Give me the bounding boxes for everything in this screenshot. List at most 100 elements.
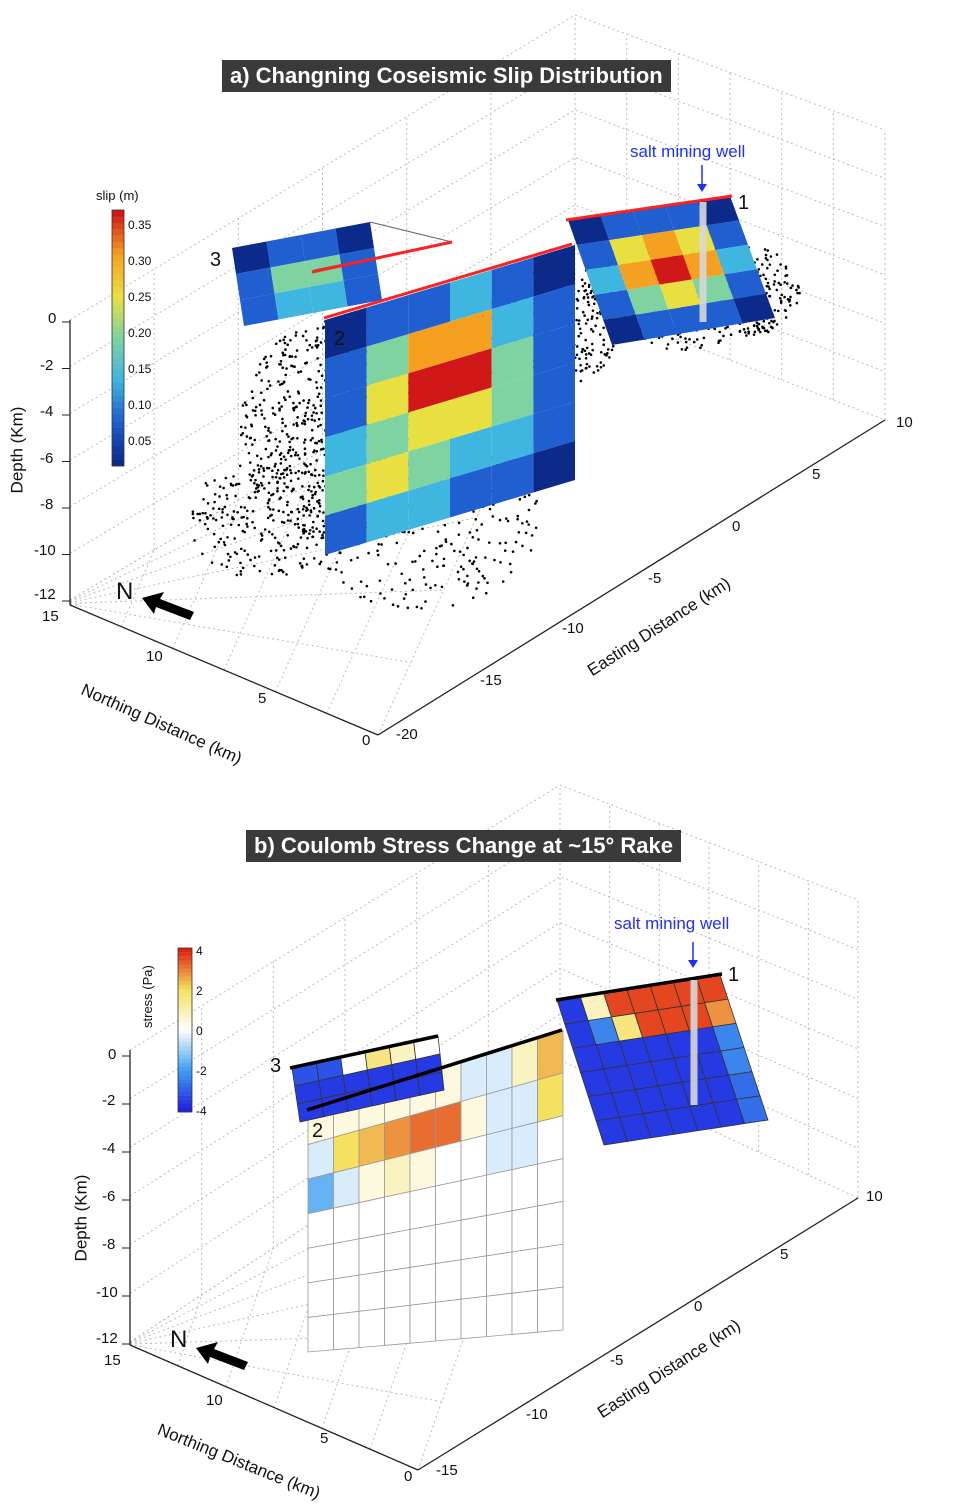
- earthquake-dot: [442, 557, 446, 561]
- panel-b-fault-3-label: 3: [270, 1055, 282, 1077]
- earthquake-dot: [421, 527, 424, 531]
- earthquake-dot: [296, 522, 300, 526]
- earthquake-dot: [527, 508, 531, 512]
- colorbar-segment: [112, 318, 124, 326]
- earthquake-dot: [666, 343, 670, 346]
- earthquake-dot: [257, 555, 261, 558]
- earthquake-dot: [320, 438, 323, 442]
- earthquake-dot: [277, 558, 281, 561]
- earthquake-dot: [763, 248, 767, 251]
- earthquake-dot: [192, 516, 195, 520]
- panel-a-easting-tick: 10: [896, 414, 913, 431]
- panel-a-depth-tick: -6: [40, 450, 54, 467]
- earthquake-dot: [298, 562, 302, 565]
- earthquake-dot: [466, 546, 469, 550]
- earthquake-dot: [295, 546, 298, 549]
- stress-patch: [307, 1313, 334, 1353]
- earthquake-dot: [278, 568, 281, 572]
- earthquake-dot: [484, 556, 487, 559]
- earthquake-dot: [258, 371, 261, 374]
- earthquake-dot: [254, 414, 257, 417]
- earthquake-dot: [279, 457, 283, 461]
- earthquake-dot: [301, 485, 304, 488]
- easting-axis-line: [417, 1197, 859, 1471]
- fault-1-trace: [565, 194, 733, 222]
- stress-patch: [537, 1115, 564, 1165]
- earthquake-dot: [256, 464, 260, 467]
- earthquake-dot: [280, 568, 283, 572]
- panel-b-colorbar-tick: -4: [196, 1104, 207, 1118]
- slip-patch: [632, 205, 675, 236]
- earthquake-dot: [411, 588, 415, 592]
- earthquake-dot: [319, 341, 323, 344]
- earthquake-dot: [316, 481, 319, 485]
- earthquake-dot: [305, 361, 309, 364]
- earthquake-dot: [315, 380, 318, 384]
- panel-b-well-label: salt mining well: [614, 914, 730, 933]
- earthquake-dot: [606, 348, 610, 351]
- north-arrow-icon: [196, 1342, 248, 1370]
- panel-b-easting-tick: 5: [780, 1246, 789, 1263]
- grid-line: [129, 967, 859, 1246]
- earthquake-dot: [768, 287, 771, 291]
- earthquake-dot: [251, 396, 255, 400]
- earthquake-dot: [269, 549, 273, 553]
- earthquake-dot: [753, 330, 757, 334]
- slip-patch: [301, 228, 340, 261]
- earthquake-dot: [798, 291, 801, 295]
- earthquake-dot: [307, 401, 310, 405]
- earthquake-dot: [369, 599, 373, 603]
- colorbar-segment: [178, 972, 192, 977]
- earthquake-dot: [579, 363, 582, 367]
- slip-patch: [585, 264, 627, 295]
- colorbar-segment: [178, 1058, 192, 1063]
- earthquake-dot: [241, 529, 245, 533]
- earthquake-dot: [302, 523, 305, 527]
- earthquake-dot: [599, 365, 603, 369]
- earthquake-dot: [314, 344, 318, 347]
- earthquake-dot: [227, 559, 231, 562]
- stress-patch: [537, 1200, 564, 1249]
- earthquake-dot: [272, 508, 275, 511]
- earthquake-dot: [356, 556, 359, 559]
- panel-a-colorbar-tick: 0.20: [128, 326, 152, 340]
- stress-patch: [486, 1169, 513, 1216]
- colorbar-segment: [112, 254, 124, 262]
- slip-patch: [533, 323, 575, 375]
- earthquake-dot: [475, 567, 479, 571]
- earthquake-dot: [321, 533, 324, 537]
- colorbar-segment: [178, 1038, 192, 1043]
- earthquake-dot: [226, 552, 230, 556]
- earthquake-dot: [508, 562, 512, 566]
- colorbar-segment: [178, 993, 192, 998]
- earthquake-dot: [505, 517, 508, 520]
- earthquake-dot: [318, 562, 322, 566]
- slip-patch: [700, 298, 743, 329]
- earthquake-dot: [684, 340, 688, 344]
- earthquake-dot: [267, 466, 271, 470]
- earthquake-dot: [592, 302, 596, 306]
- earthquake-dot: [265, 434, 268, 438]
- earthquake-dot: [288, 448, 292, 452]
- earthquake-dot: [303, 414, 307, 418]
- earthquake-dot: [259, 481, 263, 485]
- earthquake-dot: [317, 417, 321, 421]
- colorbar-segment: [178, 956, 192, 961]
- earthquake-dot: [534, 526, 538, 530]
- panel-b-northing-tick: 15: [104, 1352, 121, 1369]
- colorbar-segment: [112, 331, 124, 339]
- earthquake-dot: [277, 509, 281, 513]
- earthquake-dot: [321, 469, 325, 472]
- earthquake-dot: [269, 354, 273, 358]
- panel-a-depth-tick: -8: [40, 496, 54, 513]
- slip-patch: [491, 453, 534, 505]
- earthquake-dot: [575, 297, 579, 301]
- earthquake-dot: [297, 469, 300, 473]
- stress-patch: [307, 1136, 334, 1180]
- panel-b-depth-tick: -10: [96, 1284, 118, 1301]
- panel-a-depth-tick: -4: [40, 403, 54, 420]
- earthquake-dot: [582, 296, 586, 300]
- earthquake-dot: [241, 566, 245, 570]
- slip-patch: [450, 465, 492, 518]
- colorbar-segment: [178, 1050, 192, 1055]
